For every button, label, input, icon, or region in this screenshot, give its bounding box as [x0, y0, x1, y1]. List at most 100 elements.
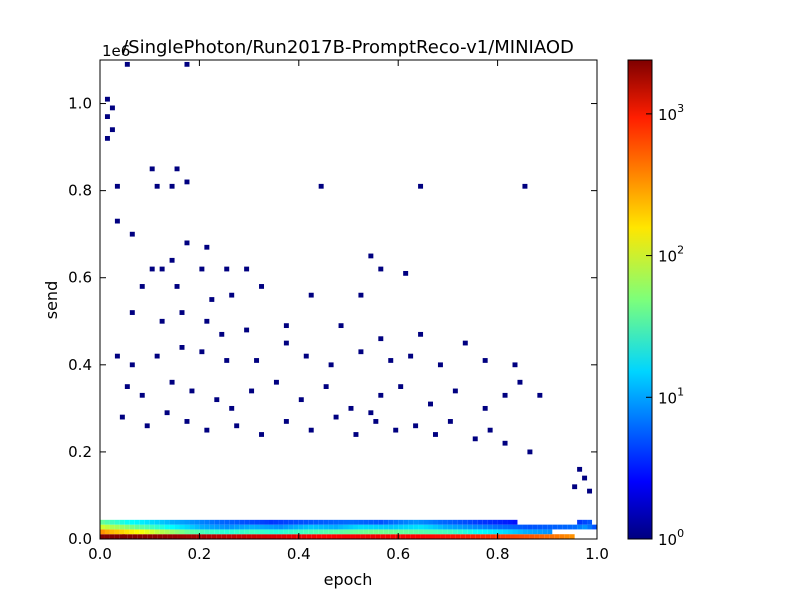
heatmap-cell [104, 96, 110, 102]
heatmap-cell [338, 519, 344, 525]
heatmap-cell [348, 529, 354, 535]
heatmap-cell [149, 519, 155, 525]
colorbar [627, 59, 653, 540]
heatmap-cell [224, 524, 230, 530]
heatmap-cell [355, 534, 361, 539]
heatmap-cell [547, 524, 553, 530]
heatmap-cell [169, 529, 175, 535]
heatmap-cell [104, 135, 110, 141]
heatmap-cell [373, 524, 379, 530]
heatmap-cell [306, 534, 312, 539]
heatmap-cell [380, 534, 386, 539]
heatmap-cell [428, 519, 433, 525]
heatmap-cell [452, 519, 458, 525]
heatmap-cell [400, 534, 406, 539]
heatmap-cell [169, 257, 175, 263]
heatmap-cell [283, 419, 289, 424]
heatmap-cell [283, 519, 289, 525]
heatmap-cell [455, 534, 461, 539]
heatmap-cell [398, 384, 404, 389]
heatmap-cell [100, 529, 105, 535]
heatmap-cell [298, 519, 304, 525]
heatmap-cell [159, 529, 165, 535]
heatmap-cell [231, 534, 237, 539]
heatmap-cell [144, 529, 150, 535]
heatmap-cell [259, 519, 265, 525]
heatmap-cell [336, 534, 342, 539]
heatmap-cell [169, 183, 175, 189]
heatmap-cell [124, 519, 130, 525]
heatmap-cell [316, 534, 322, 539]
heatmap-cell [539, 534, 545, 539]
heatmap-cell [152, 534, 158, 539]
heatmap-cell [234, 519, 240, 525]
heatmap-cell [559, 534, 565, 539]
heatmap-cell [398, 524, 404, 530]
heatmap-cells [100, 61, 597, 539]
heatmap-cell [428, 524, 433, 530]
heatmap-cell [184, 529, 190, 535]
heatmap-cell [318, 519, 324, 525]
heatmap-cell [278, 524, 284, 530]
heatmap-cell [142, 534, 148, 539]
heatmap-cell [189, 529, 195, 535]
heatmap-cell [100, 519, 105, 525]
heatmap-cell [281, 534, 287, 539]
heatmap-cell [378, 336, 384, 342]
heatmap-cell [348, 524, 354, 530]
heatmap-cell [363, 519, 369, 525]
heatmap-cell [507, 519, 513, 525]
heatmap-cell [114, 183, 120, 189]
heatmap-cell [569, 534, 575, 539]
heatmap-cell [346, 534, 351, 539]
heatmap-cell [467, 524, 473, 530]
heatmap-cell [507, 524, 513, 530]
heatmap-cell [226, 534, 232, 539]
axes: 0.0 0.2 0.4 0.6 0.8 1.0 0.0 0.2 0.4 0.6 0.8 1.0 [68, 60, 609, 563]
heatmap-cell [139, 529, 145, 535]
heatmap-cell [268, 519, 274, 525]
heatmap-cell [204, 529, 210, 535]
x-tick-label: 0.4 [287, 545, 311, 563]
heatmap-cell [512, 519, 518, 525]
heatmap-cell [482, 519, 488, 525]
heatmap-cell [408, 353, 414, 359]
heatmap-cell [104, 529, 110, 535]
heatmap-cell [241, 534, 247, 539]
heatmap-cell [358, 529, 364, 535]
heatmap-cell [224, 358, 230, 363]
heatmap-cell [194, 524, 200, 530]
heatmap-cell [288, 529, 294, 535]
heatmap-cell [191, 534, 197, 539]
heatmap-cell [129, 231, 135, 237]
heatmap-cell [303, 353, 309, 359]
heatmap-cell [251, 534, 257, 539]
heatmap-cell [338, 529, 344, 535]
heatmap-cell [353, 529, 359, 535]
heatmap-cell [420, 534, 426, 539]
heatmap-cell [114, 218, 120, 224]
heatmap-cell [333, 414, 339, 420]
heatmap-cell [288, 524, 294, 530]
heatmap-cell [572, 484, 578, 490]
heatmap-cell [368, 529, 374, 535]
heatmap-cell [189, 388, 195, 394]
heatmap-cell [244, 519, 250, 525]
heatmap-cell [229, 529, 235, 535]
heatmap-cell [467, 529, 473, 535]
heatmap-cell [418, 524, 424, 530]
y-tick-label: 0.0 [68, 530, 92, 548]
heatmap-cell [189, 519, 195, 525]
heatmap-cell [119, 524, 125, 530]
heatmap-cell [199, 519, 205, 525]
heatmap-cell [139, 519, 145, 525]
heatmap-cell [186, 534, 192, 539]
heatmap-cell [199, 529, 205, 535]
heatmap-cell [234, 529, 240, 535]
heatmap-cell [457, 519, 463, 525]
heatmap-cell [403, 529, 409, 535]
heatmap-cell [450, 534, 456, 539]
heatmap-cell [214, 397, 220, 403]
heatmap-cell [527, 529, 533, 535]
